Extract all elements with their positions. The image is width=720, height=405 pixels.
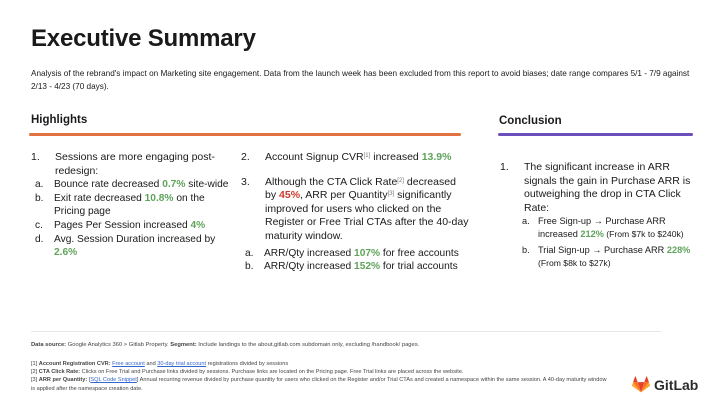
sub-text: Avg. Session Duration increased by <box>54 233 216 245</box>
conclusion-divider <box>498 133 693 136</box>
footnote-1: [1] Account Registration CVR: Free accou… <box>31 360 611 368</box>
footnote-label: Account Registration CVR: <box>38 361 111 367</box>
sub-letter: a. <box>35 179 44 191</box>
metric-value: 2.6% <box>54 247 78 259</box>
footnote-3: [3] ARR per Quantity: [SQL Code Snippet]… <box>31 376 611 392</box>
highlight-sub-c: c. Pages Per Session increased 4% <box>31 219 231 233</box>
sub-letter: b. <box>522 244 530 255</box>
highlights-column-1: 1. Sessions are more engaging post-redes… <box>31 151 231 260</box>
metric-value: 212% <box>580 229 604 240</box>
free-account-link[interactable]: Free account <box>112 361 145 367</box>
footnote-number: [2] <box>31 369 39 376</box>
sub-text: for trial accounts <box>380 261 458 273</box>
sub-text: (From $7k to $240k) <box>603 229 684 240</box>
sub-letter: c. <box>35 219 43 231</box>
sub-letter: b. <box>245 261 254 273</box>
footnote-ref: [3] <box>387 191 395 198</box>
highlights-column-2: 2. Account Signup CVR[1] increased 13.9%… <box>241 151 469 274</box>
highlight-sub-3a: a. ARR/Qty increased 107% for free accou… <box>241 247 469 261</box>
sub-letter: d. <box>35 233 44 245</box>
conclusion-heading: Conclusion <box>499 115 562 127</box>
highlight-item-1: 1. Sessions are more engaging post-redes… <box>31 151 231 178</box>
footnote-label: ARR per Quantity: <box>38 377 88 384</box>
segment-text: Include landings to the about.gitlab.com… <box>196 342 420 348</box>
sub-text: for free accounts <box>380 247 459 259</box>
item-text: Sessions are more engaging post-redesign… <box>55 151 215 177</box>
footnote-text: registrations divided by sessions <box>206 361 289 367</box>
item-text: The significant increase in ARR signals … <box>524 161 691 214</box>
item-text: decreased by <box>265 175 456 202</box>
metric-value: 228% <box>666 244 691 255</box>
footnote-number: [3] <box>31 377 39 384</box>
conclusion-sub-b: b. Trial Sign-up → Purchase ARR 228% (Fr… <box>518 244 700 270</box>
item-text: , ARR per Quantity <box>300 189 388 202</box>
highlight-item-3: 3. Although the CTA Click Rate[2] decrea… <box>241 176 469 244</box>
footnotes: [1] Account Registration CVR: Free accou… <box>31 360 611 393</box>
item-text: increased <box>370 151 422 163</box>
data-source-note: Data source: Google Analytics 360 > Gitl… <box>31 342 419 348</box>
footnote-ref: [2] <box>397 177 404 184</box>
footnote-number: [1] <box>31 361 39 367</box>
sub-text: site-wide <box>185 179 229 191</box>
metric-value: 4% <box>190 219 206 231</box>
conclusion-item-1: 1. The significant increase in ARR signa… <box>500 161 700 215</box>
metric-value: 45% <box>279 189 301 202</box>
footnote-text: ] Annual recurring revenue divided by pu… <box>31 377 607 392</box>
sub-text: Exit rate decreased <box>54 192 145 204</box>
gitlab-logo: GitLab <box>632 376 698 393</box>
item-number: 2. <box>241 151 250 163</box>
sub-letter: a. <box>522 216 530 227</box>
sub-text: Bounce rate decreased <box>54 179 163 191</box>
metric-value: 152% <box>354 261 381 273</box>
sub-text: (From $8k to $27k) <box>538 257 611 268</box>
source-label: Data source: <box>31 342 67 348</box>
footer-divider <box>31 331 661 332</box>
sub-text: Pages Per Session increased <box>54 219 191 231</box>
item-number: 1. <box>500 161 509 173</box>
gitlab-tanuki-icon <box>632 376 650 393</box>
subtitle: Analysis of the rebrand's impact on Mark… <box>31 69 690 91</box>
highlight-sub-3b: b. ARR/Qty increased 152% for trial acco… <box>241 260 469 274</box>
footnote-text: [ <box>87 377 91 384</box>
item-text: significantly improved for users who cli… <box>265 189 469 242</box>
page-title: Executive Summary <box>31 25 256 52</box>
sub-text: ARR/Qty increased <box>264 247 355 259</box>
metric-value: 13.9% <box>421 151 452 163</box>
trial-account-link[interactable]: 30-day trial account <box>157 361 207 367</box>
footnote-ref: [1] <box>363 153 371 159</box>
item-number: 1. <box>31 151 40 163</box>
highlight-sub-d: d. Avg. Session Duration increased by 2.… <box>31 233 231 260</box>
highlight-item-2: 2. Account Signup CVR[1] increased 13.9% <box>241 151 469 165</box>
footnote-label: CTA Click Rate: <box>38 369 81 376</box>
logo-text: GitLab <box>654 376 699 393</box>
item-text: Account Signup CVR <box>265 151 364 163</box>
source-text: Google Analytics 360 > Gitlab Property. <box>66 342 171 348</box>
sql-snippet-link[interactable]: SQL Code Snippet <box>90 377 137 384</box>
sub-text: Trial Sign-up → Purchase ARR <box>538 244 667 255</box>
metric-value: 0.7% <box>162 179 186 191</box>
sub-text: ARR/Qty increased <box>264 261 355 273</box>
footnote-2: [2] CTA Click Rate: Clicks on Free Trial… <box>31 368 611 376</box>
footnote-text: Clicks on Free Trial and Purchase links … <box>80 369 464 376</box>
sub-text: Free Sign-up → Purchase ARR increased <box>538 216 666 240</box>
sub-text: on the Pricing page <box>54 192 205 218</box>
highlight-sub-b: b. Exit rate decreased 10.8% on the Pric… <box>31 192 231 219</box>
conclusion-sub-a: a. Free Sign-up → Purchase ARR increased… <box>518 215 700 241</box>
segment-label: Segment: <box>170 342 197 348</box>
conclusion-column: 1. The significant increase in ARR signa… <box>500 161 700 270</box>
sub-letter: a. <box>245 247 254 259</box>
highlight-sub-a: a. Bounce rate decreased 0.7% site-wide <box>31 178 231 192</box>
highlights-heading: Highlights <box>31 114 88 126</box>
highlights-divider <box>29 133 461 136</box>
item-number: 3. <box>241 175 250 188</box>
item-text: Although the CTA Click Rate <box>265 175 398 188</box>
metric-value: 10.8% <box>144 192 174 204</box>
footnote-text: and <box>144 361 158 367</box>
metric-value: 107% <box>354 247 381 259</box>
sub-letter: b. <box>35 192 44 204</box>
